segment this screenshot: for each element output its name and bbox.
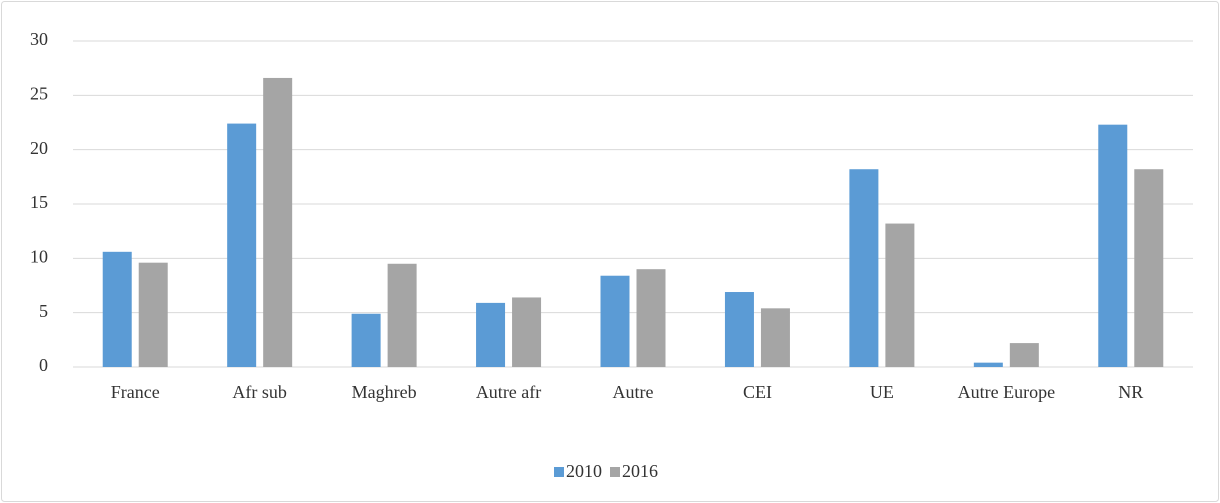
bar (760, 308, 790, 367)
y-tick-label: 5 (39, 301, 48, 321)
bar (102, 251, 132, 367)
y-tick-label: 0 (39, 355, 48, 375)
legend-label: 2016 (622, 461, 658, 481)
bar (636, 269, 666, 367)
bar (1098, 124, 1128, 367)
x-tick-label: CEI (742, 382, 772, 402)
bar (1009, 343, 1039, 367)
legend-swatch (554, 467, 564, 477)
x-tick-label: France (110, 382, 160, 402)
x-tick-label: Autre Europe (957, 382, 1056, 402)
y-tick-label: 15 (30, 192, 48, 212)
legend-label: 2010 (566, 461, 602, 481)
bar (138, 262, 168, 367)
bar (351, 313, 381, 367)
bar (885, 223, 915, 367)
y-tick-label: 20 (30, 138, 48, 158)
y-tick-label: 25 (30, 83, 48, 103)
legend-swatch (610, 467, 620, 477)
bar (512, 297, 542, 367)
bar (724, 292, 754, 367)
bar (600, 275, 630, 367)
y-tick-label: 30 (30, 29, 48, 49)
y-tick-label: 10 (30, 246, 48, 266)
bar (387, 263, 417, 367)
x-tick-label: Maghreb (351, 382, 417, 402)
x-tick-label: UE (869, 382, 894, 402)
x-tick-label: Autre afr (475, 382, 542, 402)
bar (1134, 169, 1164, 367)
x-tick-label: NR (1118, 382, 1144, 402)
bar (849, 169, 879, 367)
x-tick-label: Afr sub (232, 382, 287, 402)
bar (476, 302, 506, 367)
bar (227, 123, 257, 367)
x-tick-label: Autre (612, 382, 654, 402)
bar (973, 362, 1003, 367)
bar (263, 77, 293, 368)
